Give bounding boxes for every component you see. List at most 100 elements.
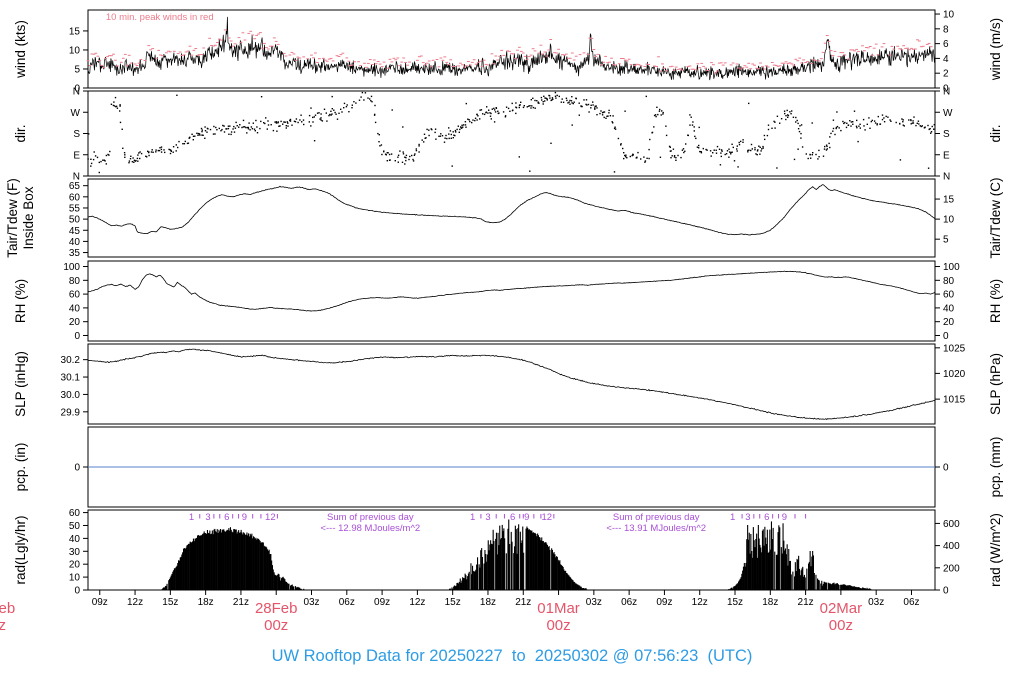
dir-dot [670,150,672,152]
dir-dot [446,137,448,140]
rad-bar [196,537,198,590]
dir-dot [450,137,452,139]
rad-bar [732,588,734,590]
rad-bar [471,574,473,590]
rad-bar [457,582,459,590]
tick-label-left: 30.2 [61,355,81,366]
dir-dot [609,115,612,117]
rad-bar [290,585,292,590]
dir-dot [458,131,460,133]
dir-dot [200,127,203,130]
rad-bar [808,561,810,590]
dir-dot [822,155,825,157]
dir-dot [495,107,497,109]
rad-bar [537,535,539,590]
rad-bar [552,553,554,590]
x-tick-label: 03z [586,597,602,608]
dir-dot [467,118,469,120]
axis-title-right-humidity: RH (%) [988,279,1003,323]
dir-dot [713,149,715,151]
rad-bar [478,564,480,590]
x-tick-label: 15z [445,597,461,608]
rad-bar [463,578,465,590]
x-day-label-00z: 00z [546,617,570,634]
rad-bar [539,537,541,590]
rad-bar [583,588,585,590]
dir-dot [367,97,369,99]
dir-dot [150,151,153,153]
rad-bar [745,562,747,590]
dir-dot [653,126,655,128]
rad-bar [222,529,224,590]
dir-dot [409,155,411,158]
rad-bar [525,528,527,590]
rad-bar [197,535,199,590]
dir-dot [902,119,904,121]
dir-dot [246,132,248,134]
dir-dot [706,149,708,151]
rad-bar [302,589,304,590]
dir-dot [601,114,604,116]
rad-bar [779,527,781,590]
panel-humidity: 0 20 40 60 80 100 0 20 40 60 80 100 RH (%) RH (%) [13,260,1003,342]
dir-dot [397,161,399,163]
rad-bar [206,530,208,590]
rad-bar [515,529,517,590]
rad-bar [574,583,576,590]
dir-dot [761,148,763,150]
dir-dot [649,138,651,141]
rad-bar [231,531,233,590]
rad-bar [513,553,515,590]
rad-bar [166,583,168,590]
dir-dot [413,154,416,156]
tick-label-left: 35 [69,248,81,259]
dir-dot [361,91,364,94]
rad-bar [565,570,567,590]
x-day-label: 01Mar [537,600,580,617]
rad-bar [573,581,575,590]
dir-dot-outlier [797,148,799,150]
rad-bar [504,538,506,590]
rad-bar [822,583,824,590]
dir-dot [423,141,425,143]
sun-hour-label-day2: 9 [524,512,529,523]
dir-dot [353,101,355,103]
rad-bar [846,585,848,590]
x-tick-label: 09z [374,597,390,608]
tick-label-left: 65 [69,181,81,192]
rad-bar [285,581,287,590]
rad-bar [258,539,260,590]
axis-title-left-temperature: Inside Box [21,186,36,249]
dir-dot [455,131,457,133]
rad-bar [538,537,540,590]
dir-dot [389,159,391,161]
rad-bar [553,552,555,590]
dir-dot-outlier [578,114,580,116]
dir-dot [146,156,148,158]
dir-dot [351,104,353,106]
tick-label-right: 60 [943,290,955,301]
rad-bar [240,529,242,590]
rad-bar [780,547,782,590]
rad-bar [754,547,756,590]
dir-dot [465,126,467,128]
rad-bar [831,584,833,590]
dir-dot-outlier [331,95,333,98]
panel-wind: 0 5 10 15 0 2 4 6 8 10 wind (kts) wind (m/s) 10 min.… [13,9,1003,95]
series-wind-direction [87,91,935,174]
dir-dot [565,97,568,99]
rad-bar [836,583,838,590]
dir-dot [901,118,903,120]
dir-dot [736,150,738,152]
dir-dot [702,147,704,150]
rad-bar [826,582,828,590]
rad-bar [817,578,819,590]
tick-label-left: 55 [69,203,81,214]
dir-dot [123,152,126,154]
rad-bar [864,588,866,590]
dir-dot [784,112,786,115]
rad-bar [462,577,464,590]
rad-bar [218,529,220,590]
